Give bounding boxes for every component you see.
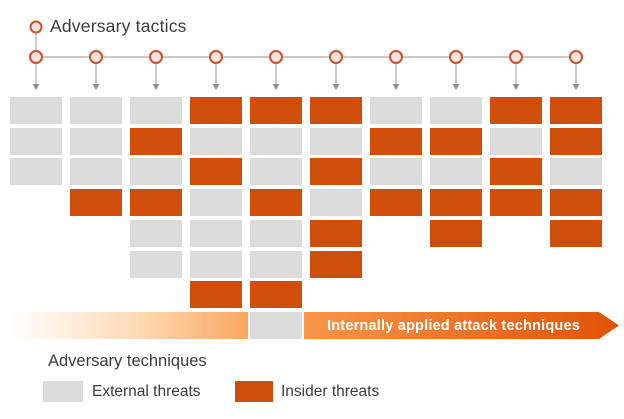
tactic-node-icon	[149, 50, 163, 64]
technique-block-insider	[130, 189, 182, 216]
technique-block-insider	[310, 220, 362, 247]
technique-block-insider	[310, 251, 362, 278]
tactic-node-icon	[29, 50, 43, 64]
technique-block-insider	[370, 189, 422, 216]
technique-block-external	[550, 158, 602, 185]
technique-block-insider	[490, 97, 542, 124]
tactic-node-icon	[449, 50, 463, 64]
arrow-banner-label: Internally applied attack techniques	[327, 317, 580, 334]
technique-block-insider	[490, 189, 542, 216]
technique-block-external	[70, 128, 122, 155]
technique-block-insider	[550, 128, 602, 155]
technique-block-external	[190, 251, 242, 278]
technique-block-external	[130, 158, 182, 185]
technique-block-external	[490, 128, 542, 155]
technique-block-external	[190, 220, 242, 247]
technique-block-insider	[190, 158, 242, 185]
technique-block-external	[250, 312, 302, 339]
technique-block-external	[310, 128, 362, 155]
tactic-node-icon	[269, 50, 283, 64]
down-arrow-icon	[32, 84, 40, 90]
tactic-node-icon	[389, 50, 403, 64]
technique-block-external	[70, 97, 122, 124]
technique-block-insider	[190, 281, 242, 308]
technique-block-external	[430, 158, 482, 185]
technique-block-external	[10, 128, 62, 155]
technique-block-external	[190, 128, 242, 155]
technique-block-insider	[430, 128, 482, 155]
down-arrow-icon	[332, 84, 340, 90]
technique-block-insider	[70, 189, 122, 216]
technique-block-external	[430, 97, 482, 124]
technique-block-external	[130, 97, 182, 124]
down-arrow-icon	[572, 84, 580, 90]
tactic-node-icon	[329, 50, 343, 64]
technique-block-insider	[310, 97, 362, 124]
insider-threats-label: Insider threats	[281, 383, 380, 400]
tactics-connector-lines	[29, 20, 583, 90]
down-arrow-icon	[212, 84, 220, 90]
technique-block-external	[250, 251, 302, 278]
technique-block-external	[130, 251, 182, 278]
technique-block-external	[130, 220, 182, 247]
arrow-banner: Internally applied attack techniques	[304, 312, 619, 339]
technique-block-insider	[550, 220, 602, 247]
tactic-node-icon	[509, 50, 523, 64]
technique-block-external	[190, 189, 242, 216]
technique-block-external	[70, 158, 122, 185]
technique-block-insider	[490, 158, 542, 185]
technique-block-insider	[550, 97, 602, 124]
technique-block-insider	[310, 158, 362, 185]
down-arrow-icon	[92, 84, 100, 90]
technique-block-external	[10, 158, 62, 185]
technique-block-external	[250, 158, 302, 185]
diagram-title: Adversary tactics	[50, 16, 187, 36]
technique-block-external	[10, 97, 62, 124]
technique-block-insider	[430, 189, 482, 216]
insider-threats-swatch	[235, 381, 273, 402]
technique-block-insider	[250, 189, 302, 216]
down-arrow-icon	[152, 84, 160, 90]
down-arrow-icon	[272, 84, 280, 90]
external-threats-label: External threats	[92, 383, 201, 400]
tactic-node-icon	[29, 20, 43, 34]
technique-block-external	[250, 128, 302, 155]
tactic-node-icon	[209, 50, 223, 64]
technique-block-insider	[370, 128, 422, 155]
technique-block-external	[310, 189, 362, 216]
tactic-node-icon	[569, 50, 583, 64]
technique-block-insider	[190, 97, 242, 124]
technique-block-insider	[130, 128, 182, 155]
technique-block-insider	[250, 97, 302, 124]
down-arrow-icon	[512, 84, 520, 90]
down-arrow-icon	[392, 84, 400, 90]
technique-block-external	[370, 158, 422, 185]
technique-block-external	[370, 97, 422, 124]
tactic-node-icon	[89, 50, 103, 64]
technique-block-external	[250, 220, 302, 247]
down-arrow-icon	[452, 84, 460, 90]
technique-block-insider	[250, 281, 302, 308]
legend-title: Adversary techniques	[48, 352, 207, 370]
technique-block-insider	[430, 220, 482, 247]
external-threats-swatch	[43, 381, 83, 402]
technique-block-insider	[550, 189, 602, 216]
arrow-banner-fade	[10, 312, 248, 339]
